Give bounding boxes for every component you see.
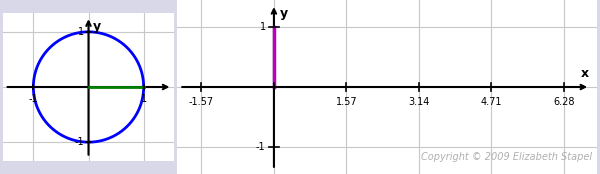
Text: 1: 1 — [259, 22, 266, 32]
Text: -1: -1 — [29, 94, 38, 104]
Text: y: y — [93, 20, 101, 33]
Text: Copyright © 2009 Elizabeth Stapel: Copyright © 2009 Elizabeth Stapel — [421, 152, 592, 162]
Text: 4.71: 4.71 — [481, 97, 502, 107]
Text: y: y — [280, 7, 287, 20]
Text: -1: -1 — [256, 142, 266, 152]
Text: 1: 1 — [140, 94, 147, 104]
Text: x: x — [581, 67, 589, 80]
Text: -1.57: -1.57 — [189, 97, 214, 107]
Text: -1: -1 — [74, 137, 84, 147]
Text: 1: 1 — [78, 27, 84, 37]
Text: 3.14: 3.14 — [408, 97, 430, 107]
Text: 6.28: 6.28 — [553, 97, 575, 107]
Text: 1.57: 1.57 — [335, 97, 357, 107]
